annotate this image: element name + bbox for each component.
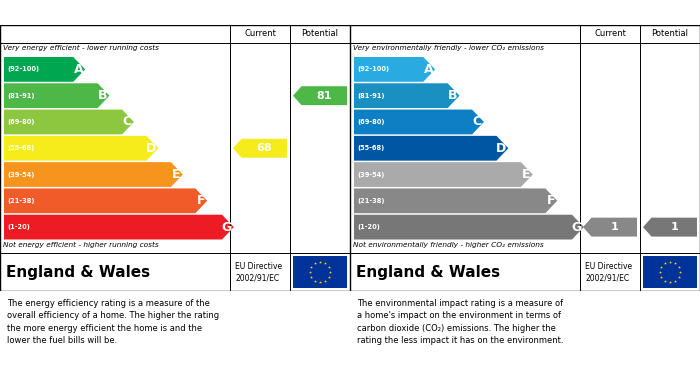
Polygon shape	[4, 109, 134, 135]
Polygon shape	[4, 162, 183, 187]
Text: The environmental impact rating is a measure of
a home's impact on the environme: The environmental impact rating is a mea…	[357, 299, 564, 345]
Text: England & Wales: England & Wales	[356, 264, 500, 280]
Text: Potential: Potential	[652, 29, 689, 38]
Polygon shape	[293, 86, 347, 105]
Text: Very environmentally friendly - lower CO₂ emissions: Very environmentally friendly - lower CO…	[353, 45, 544, 51]
Text: (21-38): (21-38)	[7, 198, 34, 204]
Text: England & Wales: England & Wales	[6, 264, 150, 280]
Text: A: A	[424, 63, 433, 76]
Text: (55-68): (55-68)	[7, 145, 34, 151]
Text: C: C	[473, 115, 482, 129]
Text: The energy efficiency rating is a measure of the
overall efficiency of a home. T: The energy efficiency rating is a measur…	[7, 299, 219, 345]
Text: E: E	[522, 168, 531, 181]
Text: (81-91): (81-91)	[7, 93, 34, 99]
Text: Potential: Potential	[302, 29, 339, 38]
Text: A: A	[74, 63, 83, 76]
Bar	[293, 256, 347, 288]
Text: C: C	[122, 115, 132, 129]
Polygon shape	[4, 188, 207, 213]
Text: 68: 68	[256, 143, 272, 153]
Text: 1: 1	[671, 222, 678, 232]
Text: F: F	[197, 194, 205, 207]
Polygon shape	[354, 136, 508, 161]
Text: Current: Current	[594, 29, 626, 38]
Text: EU Directive
2002/91/EC: EU Directive 2002/91/EC	[585, 262, 632, 282]
Text: (1-20): (1-20)	[357, 224, 380, 230]
Text: (81-91): (81-91)	[357, 93, 384, 99]
Text: 1: 1	[610, 222, 618, 232]
Text: (39-54): (39-54)	[357, 172, 384, 178]
Text: Very energy efficient - lower running costs: Very energy efficient - lower running co…	[3, 45, 159, 51]
Polygon shape	[4, 136, 158, 161]
Polygon shape	[4, 57, 85, 82]
Text: Current: Current	[244, 29, 276, 38]
Polygon shape	[583, 218, 637, 237]
Text: (21-38): (21-38)	[357, 198, 384, 204]
Bar	[643, 256, 697, 288]
Text: Not energy efficient - higher running costs: Not energy efficient - higher running co…	[3, 242, 159, 248]
Polygon shape	[354, 188, 557, 213]
Text: (55-68): (55-68)	[357, 145, 384, 151]
Text: Not environmentally friendly - higher CO₂ emissions: Not environmentally friendly - higher CO…	[353, 242, 544, 248]
Polygon shape	[643, 218, 697, 237]
Polygon shape	[354, 215, 584, 240]
Polygon shape	[354, 83, 459, 108]
Polygon shape	[354, 109, 484, 135]
Polygon shape	[354, 57, 435, 82]
Polygon shape	[4, 215, 234, 240]
Text: D: D	[146, 142, 156, 155]
Text: 81: 81	[316, 91, 332, 100]
Text: (92-100): (92-100)	[7, 66, 39, 72]
Polygon shape	[4, 83, 109, 108]
Polygon shape	[233, 139, 287, 158]
Text: G: G	[572, 221, 582, 233]
Text: (92-100): (92-100)	[357, 66, 389, 72]
Text: D: D	[496, 142, 506, 155]
Text: (39-54): (39-54)	[7, 172, 34, 178]
Text: B: B	[98, 89, 108, 102]
Text: E: E	[172, 168, 181, 181]
Text: EU Directive
2002/91/EC: EU Directive 2002/91/EC	[235, 262, 282, 282]
Text: G: G	[222, 221, 232, 233]
Text: (69-80): (69-80)	[7, 119, 34, 125]
Text: F: F	[547, 194, 555, 207]
Polygon shape	[354, 162, 533, 187]
Text: (1-20): (1-20)	[7, 224, 30, 230]
Text: B: B	[448, 89, 458, 102]
Text: Energy Efficiency Rating: Energy Efficiency Rating	[10, 6, 194, 19]
Text: Environmental Impact (CO₂) Rating: Environmental Impact (CO₂) Rating	[360, 6, 622, 19]
Text: (69-80): (69-80)	[357, 119, 384, 125]
